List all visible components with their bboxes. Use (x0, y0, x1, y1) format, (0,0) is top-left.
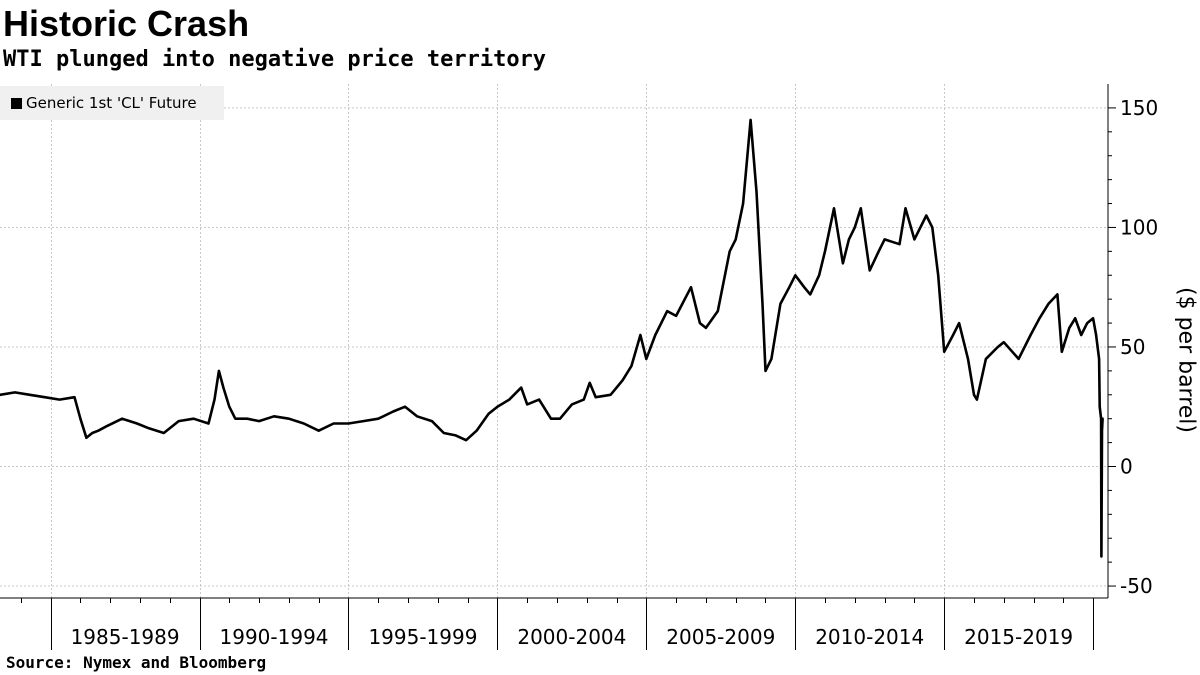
x-tick-label: 2005-2009 (666, 625, 775, 649)
legend: Generic 1st 'CL' Future (0, 86, 224, 120)
x-tick-label: 2010-2014 (815, 625, 924, 649)
y-tick-label: -50 (1120, 574, 1153, 598)
series-layer (0, 118, 1104, 558)
chart-subtitle: WTI plunged into negative price territor… (3, 47, 547, 72)
y-axis-title: ($ per barrel) (1173, 286, 1199, 434)
series-line (0, 118, 1104, 558)
legend-swatch (11, 97, 22, 109)
axes: 150 100 50 0 -50 1985-1989 1990-1994 1995-1999 2… (0, 84, 1158, 650)
x-tick-label: 2015-2019 (964, 625, 1073, 649)
x-tick-label: 1995-1999 (368, 625, 477, 649)
y-tick-label: 150 (1120, 96, 1158, 120)
y-tick-label: 50 (1120, 335, 1145, 359)
source-note: Source: Nymex and Bloomberg (6, 653, 267, 672)
chart-title: Historic Crash (3, 3, 250, 44)
x-tick-label: 2000-2004 (517, 625, 626, 649)
y-tick-label: 0 (1120, 455, 1133, 479)
legend-label: Generic 1st 'CL' Future (26, 94, 197, 112)
x-tick-label: 1990-1994 (220, 625, 329, 649)
gridlines (0, 84, 1108, 598)
x-tick-label: 1985-1989 (71, 625, 180, 649)
y-tick-label: 100 (1120, 215, 1158, 239)
